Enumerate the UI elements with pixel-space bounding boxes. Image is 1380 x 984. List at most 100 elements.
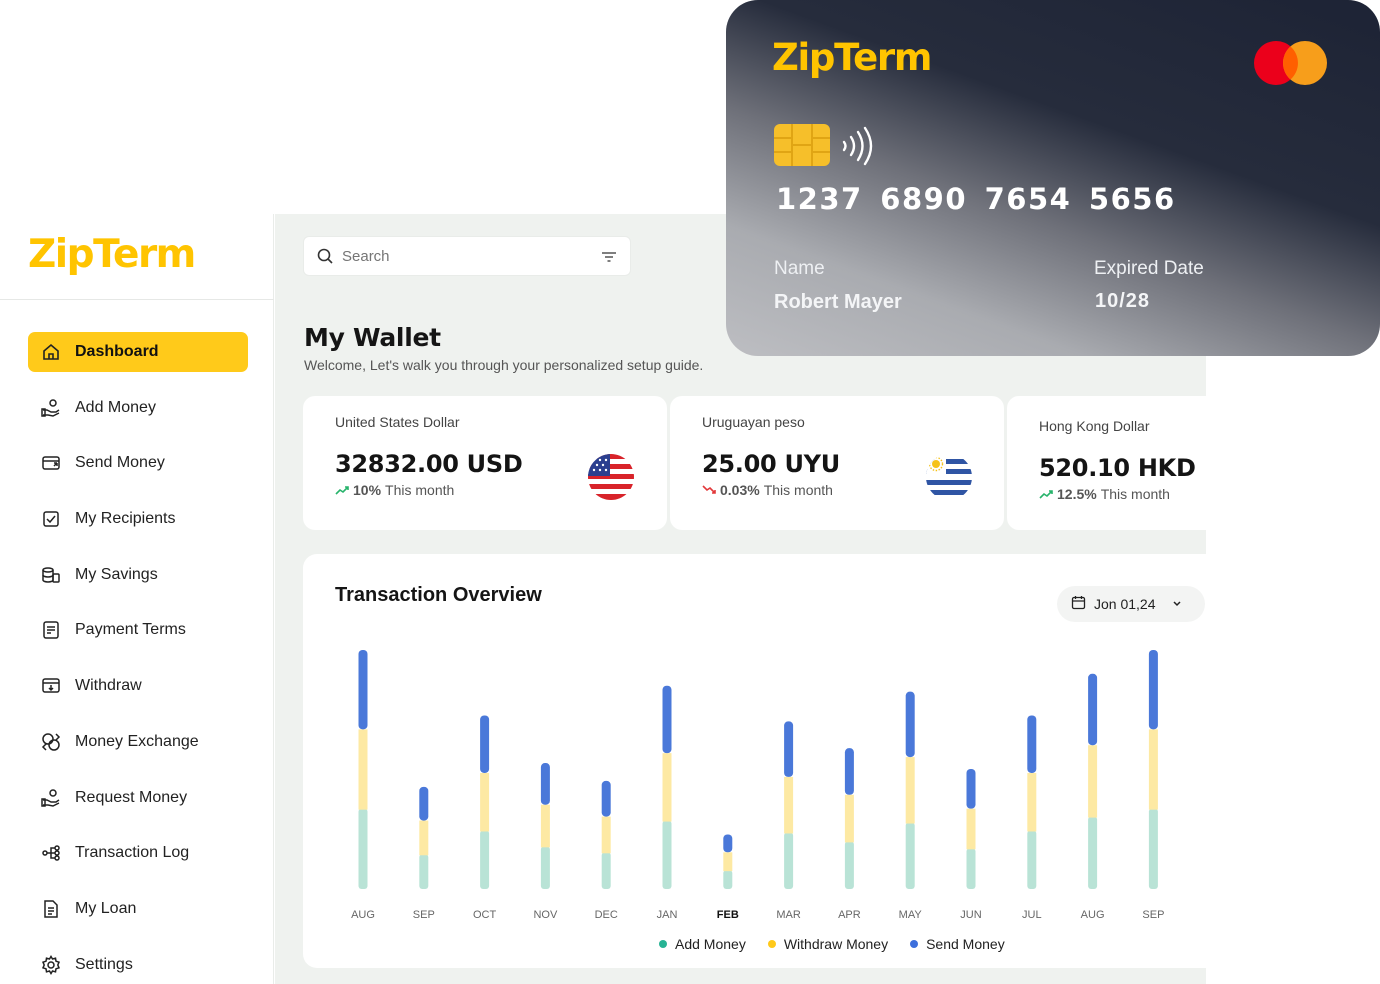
sidebar-header: ZipTerm bbox=[0, 214, 274, 300]
bar-send-money[interactable] bbox=[1148, 650, 1158, 730]
sidebar-item-my-loan[interactable]: My Loan bbox=[28, 889, 248, 929]
bar-add-money[interactable] bbox=[358, 808, 368, 889]
bar-add-money[interactable] bbox=[480, 830, 490, 889]
bar-withdraw-money[interactable] bbox=[601, 816, 611, 854]
bar-add-money[interactable] bbox=[662, 820, 672, 889]
legend-dot bbox=[910, 940, 919, 948]
search-input[interactable] bbox=[342, 247, 592, 265]
bar-withdraw-money[interactable] bbox=[1088, 745, 1098, 818]
bar-withdraw-money[interactable] bbox=[966, 808, 976, 850]
exchange-icon bbox=[40, 731, 62, 753]
bar-send-money[interactable] bbox=[905, 691, 915, 758]
bar-add-money[interactable] bbox=[1088, 816, 1098, 889]
recipients-icon bbox=[40, 508, 62, 530]
calendar-icon bbox=[1071, 595, 1086, 613]
bar-add-money[interactable] bbox=[844, 841, 854, 889]
bar-withdraw-money[interactable] bbox=[662, 753, 672, 822]
sidebar-item-money-exchange[interactable]: Money Exchange bbox=[28, 722, 248, 762]
bar-add-money[interactable] bbox=[784, 832, 794, 889]
bar-add-money[interactable] bbox=[540, 846, 550, 889]
bar-send-money[interactable] bbox=[419, 786, 429, 821]
currency-card-hkd[interactable]: Hong Kong Dollar 520.10 HKD 12.5% This m… bbox=[1007, 396, 1206, 530]
bar-add-money[interactable] bbox=[601, 852, 611, 889]
transaction-chart: AUG SEP OCT NOV DEC JAN FEB MAR APR MAY JUN JUL AUG S… bbox=[351, 650, 1206, 921]
bar-add-money[interactable] bbox=[1027, 830, 1037, 889]
bar-send-money[interactable] bbox=[966, 769, 976, 809]
bar-send-money[interactable] bbox=[662, 685, 672, 754]
bar-add-money[interactable] bbox=[905, 822, 915, 889]
currency-name: Hong Kong Dollar bbox=[1039, 418, 1150, 434]
bar-send-money[interactable] bbox=[723, 834, 733, 853]
sidebar-item-label: My Recipients bbox=[75, 510, 176, 528]
bar-add-money[interactable] bbox=[419, 854, 429, 889]
sidebar-item-label: My Loan bbox=[75, 899, 137, 917]
bar-withdraw-money[interactable] bbox=[1027, 772, 1037, 832]
bar-withdraw-money[interactable] bbox=[540, 804, 550, 848]
logo[interactable]: ZipTerm bbox=[28, 232, 196, 277]
sidebar-item-settings[interactable]: Settings bbox=[28, 945, 248, 984]
bar-send-money[interactable] bbox=[540, 763, 550, 805]
bar-send-money[interactable] bbox=[784, 721, 794, 777]
currency-card-usd[interactable]: United States Dollar 32832.00 USD 10% Th… bbox=[303, 396, 667, 530]
currency-name: United States Dollar bbox=[335, 414, 460, 430]
bar-send-money[interactable] bbox=[844, 748, 854, 795]
sidebar-item-my-recipients[interactable]: My Recipients bbox=[28, 499, 248, 539]
x-tick-label: MAY bbox=[899, 909, 923, 921]
bar-send-money[interactable] bbox=[1027, 715, 1037, 773]
bar-withdraw-money[interactable] bbox=[358, 729, 368, 810]
legend-item-send-money[interactable]: Send Money bbox=[910, 936, 1005, 952]
sidebar-item-send-money[interactable]: Send Money bbox=[28, 443, 248, 483]
legend-dot bbox=[767, 940, 776, 948]
sidebar-item-label: Settings bbox=[75, 955, 133, 973]
bar-add-money[interactable] bbox=[966, 848, 976, 889]
date-picker[interactable]: Jon 01,24 bbox=[1057, 586, 1205, 622]
bar-add-money[interactable] bbox=[723, 870, 733, 889]
sidebar-item-label: Send Money bbox=[75, 454, 165, 472]
bar-send-money[interactable] bbox=[480, 715, 490, 773]
bar-send-money[interactable] bbox=[358, 650, 368, 730]
bar-send-money[interactable] bbox=[601, 780, 611, 817]
change-percent: 10% bbox=[353, 482, 382, 498]
sidebar-item-dashboard[interactable]: Dashboard bbox=[28, 332, 248, 372]
sidebar-item-withdraw[interactable]: Withdraw bbox=[28, 666, 248, 706]
transaction-log-icon bbox=[40, 842, 62, 864]
sidebar-item-add-money[interactable]: Add Money bbox=[28, 388, 248, 428]
sidebar-item-my-savings[interactable]: My Savings bbox=[28, 555, 248, 595]
sidebar-item-label: Payment Terms bbox=[75, 621, 186, 639]
bar-withdraw-money[interactable] bbox=[844, 794, 854, 843]
bar-withdraw-money[interactable] bbox=[723, 852, 733, 872]
x-tick-label: DEC bbox=[595, 909, 618, 921]
bar-withdraw-money[interactable] bbox=[480, 772, 490, 832]
legend-label: Add Money bbox=[675, 936, 746, 952]
bar-add-money[interactable] bbox=[1148, 808, 1158, 889]
bar-withdraw-money[interactable] bbox=[1148, 729, 1158, 810]
card-brand-logo: ZipTerm bbox=[772, 36, 932, 79]
change-period: This month bbox=[385, 482, 455, 498]
bar-send-money[interactable] bbox=[1088, 673, 1098, 746]
credit-card[interactable]: ZipTerm 1237 6890 7654 5656 Name Robert … bbox=[726, 0, 1380, 356]
bar-withdraw-money[interactable] bbox=[905, 757, 915, 824]
request-money-icon bbox=[40, 787, 62, 809]
card-holder-name: Robert Mayer bbox=[774, 291, 902, 313]
x-tick-label: MAR bbox=[776, 909, 801, 921]
sidebar-item-label: Transaction Log bbox=[75, 844, 190, 862]
sidebar-item-request-money[interactable]: Request Money bbox=[28, 778, 248, 818]
bar-withdraw-money[interactable] bbox=[784, 776, 794, 834]
card-expiry: 10/28 bbox=[1095, 290, 1151, 312]
withdraw-icon bbox=[40, 675, 62, 697]
legend-item-withdraw-money[interactable]: Withdraw Money bbox=[767, 936, 888, 952]
legend-item-add-money[interactable]: Add Money bbox=[659, 936, 746, 952]
card-name-label: Name bbox=[774, 258, 825, 279]
sidebar-item-transaction-log[interactable]: Transaction Log bbox=[28, 833, 248, 873]
legend-dot bbox=[659, 940, 667, 948]
currency-card-uyu[interactable]: Uruguayan peso 25.00 UYU 0.03% This mont… bbox=[670, 396, 1004, 530]
x-tick-label: AUG bbox=[351, 909, 375, 921]
sidebar-item-payment-terms[interactable]: Payment Terms bbox=[28, 610, 248, 650]
x-tick-label: JUN bbox=[960, 909, 981, 921]
filter-icon[interactable] bbox=[600, 248, 618, 266]
savings-icon bbox=[40, 564, 62, 586]
sidebar-item-label: Withdraw bbox=[75, 677, 142, 695]
currency-amount: 32832.00 USD bbox=[335, 450, 523, 478]
bar-withdraw-money[interactable] bbox=[419, 820, 429, 856]
currency-change: 12.5% This month bbox=[1039, 486, 1170, 502]
